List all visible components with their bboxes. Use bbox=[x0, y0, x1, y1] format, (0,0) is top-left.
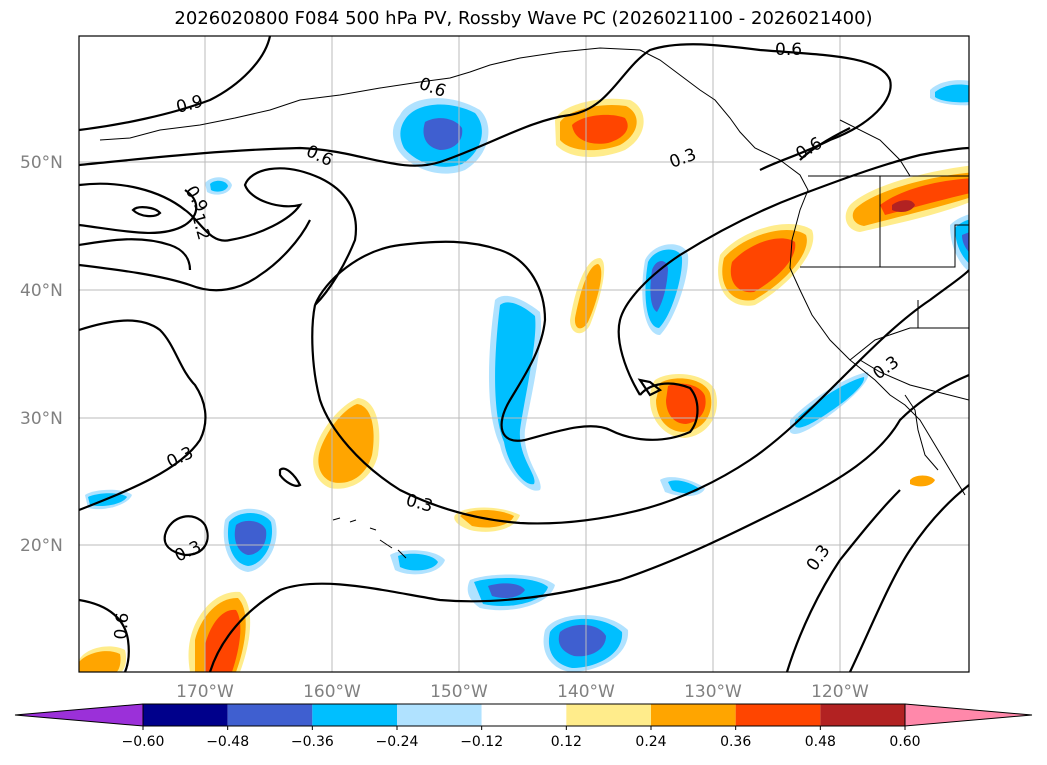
contour-label: 0.3 bbox=[667, 145, 699, 173]
map-frame bbox=[78, 35, 970, 673]
colorbar-tick-label: −0.60 bbox=[122, 734, 165, 750]
pv-contours bbox=[79, 36, 969, 672]
lon-tick-label: 140°W bbox=[557, 682, 615, 702]
contour-label: 0.3 bbox=[404, 491, 435, 517]
gridlines bbox=[79, 36, 969, 672]
colorbar-segment bbox=[820, 704, 905, 726]
map-title: 2026020800 F084 500 hPa PV, Rossby Wave … bbox=[174, 8, 873, 29]
colorbar: −0.60 −0.48 −0.36 −0.24 −0.12 0.12 0.24 0.36 0.4… bbox=[14, 703, 1033, 750]
colorbar-tick-label: −0.36 bbox=[291, 734, 334, 750]
lat-tick-label: 50°N bbox=[20, 153, 63, 173]
colorbar-extend-low bbox=[14, 703, 144, 727]
colorbar-tick-label: −0.24 bbox=[376, 734, 419, 750]
contour-label: 0.9 bbox=[174, 92, 205, 118]
contour-label: 1.2 bbox=[187, 211, 213, 242]
colorbar-segment bbox=[312, 704, 397, 726]
contour-label: 0.6 bbox=[775, 40, 802, 60]
colorbar-tick-label: 0.12 bbox=[551, 734, 582, 750]
lon-tick-labels: 170°W 160°W 150°W 140°W 130°W 120°W bbox=[176, 682, 869, 702]
colorbar-segment bbox=[481, 704, 567, 726]
colorbar-tick-label: 0.48 bbox=[805, 734, 836, 750]
colorbar-segment bbox=[735, 704, 821, 726]
lat-tick-labels: 50°N 40°N 30°N 20°N bbox=[20, 153, 63, 556]
coastlines bbox=[99, 47, 969, 559]
colorbar-tick-label: 0.60 bbox=[889, 734, 920, 750]
colorbar-tick-label: −0.12 bbox=[460, 734, 503, 750]
colorbar-segment bbox=[227, 704, 313, 726]
lon-tick-label: 170°W bbox=[176, 682, 234, 702]
colorbar-segment bbox=[397, 704, 482, 726]
lon-tick-label: 160°W bbox=[303, 682, 361, 702]
colorbar-segment bbox=[566, 704, 651, 726]
svg-text:0.6: 0.6 bbox=[793, 133, 826, 164]
contour-label: 0.6 bbox=[416, 74, 448, 102]
lon-tick-label: 120°W bbox=[811, 682, 869, 702]
contour-label: 0.6 bbox=[303, 141, 336, 171]
lon-tick-label: 130°W bbox=[684, 682, 742, 702]
colorbar-tick-label: 0.36 bbox=[720, 734, 751, 750]
colorbar-frame bbox=[142, 703, 906, 727]
anomaly-shading bbox=[79, 80, 969, 672]
contour-label: 0.3 bbox=[172, 537, 205, 567]
contour-label: 0.6 bbox=[111, 612, 133, 641]
colorbar-segment bbox=[143, 704, 228, 726]
lon-tick-label: 150°W bbox=[430, 682, 488, 702]
colorbar-tick-label: −0.48 bbox=[206, 734, 249, 750]
contour-label: 0.3 bbox=[803, 541, 835, 575]
lat-tick-label: 40°N bbox=[20, 281, 63, 301]
colorbar-extend-high bbox=[904, 703, 1033, 727]
colorbar-segment bbox=[651, 704, 736, 726]
lat-tick-label: 20°N bbox=[20, 536, 63, 556]
colorbar-tick-label: 0.24 bbox=[635, 734, 666, 750]
lat-tick-label: 30°N bbox=[20, 409, 63, 429]
